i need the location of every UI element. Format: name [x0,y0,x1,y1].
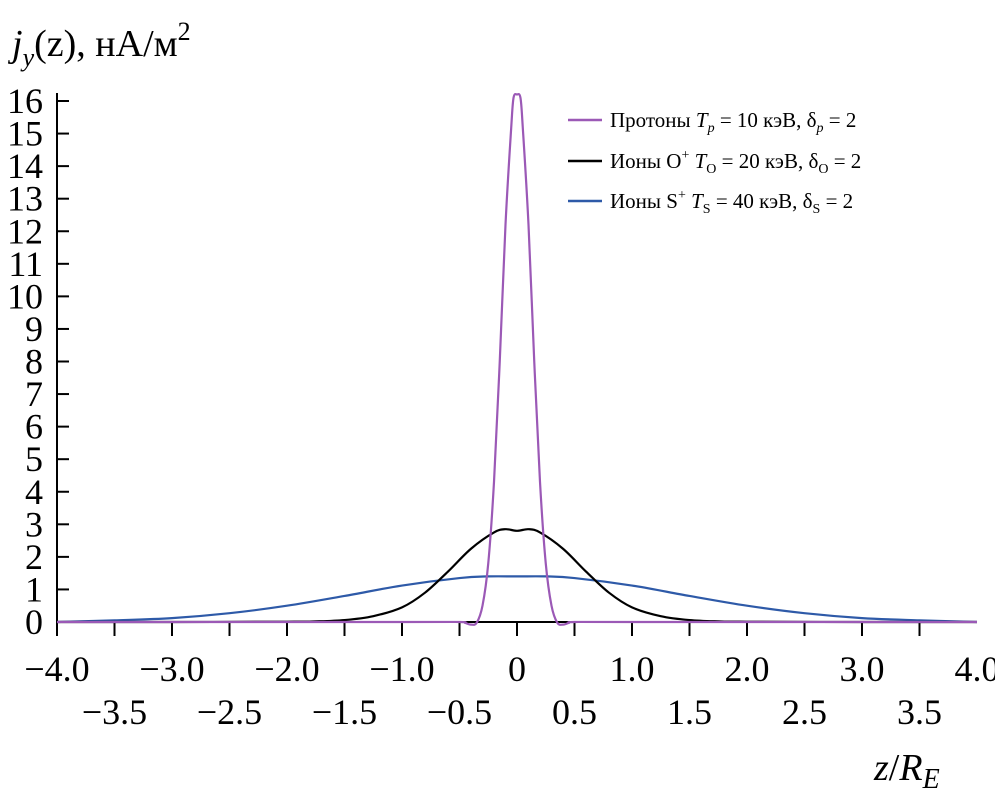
y-tick-label: 10 [7,276,43,316]
y-tick-label: 3 [25,504,43,544]
x-tick-label-minor: −1.5 [312,692,377,732]
x-tick-label-major: 3.0 [840,649,885,689]
series-line-s-ions [56,575,978,624]
x-tick-label-major: −3.0 [139,649,204,689]
y-tick-label: 1 [25,569,43,609]
series-lines [56,92,978,626]
y-tick-label: 6 [25,407,43,447]
x-axis-ticks: −4.0 −3.0 −2.0 −1.0 0 1.0 2.0 3.0 4.0 −3.5 −2.5 −1.… [24,622,995,732]
x-tick-label-major: −1.0 [369,649,434,689]
x-tick-label-minor: −2.5 [197,692,262,732]
x-tick-label-minor: 1.5 [667,692,712,732]
y-tick-label: 8 [25,342,43,382]
y-tick-label: 7 [25,374,43,414]
y-tick-label: 5 [25,439,43,479]
y-tick-label: 11 [8,244,43,284]
x-tick-label-minor: 0.5 [552,692,597,732]
y-tick-label: 15 [7,114,43,154]
x-tick-label-minor: −0.5 [427,692,492,732]
y-tick-label: 0 [25,602,43,642]
legend-label-protons: Протоны Tp = 10 кэВ, δp = 2 [610,108,856,136]
x-tick-label-minor: 2.5 [782,692,827,732]
y-tick-label: 14 [7,146,43,186]
x-tick-label-major: −4.0 [24,649,89,689]
x-axis-title: z/RE [873,747,940,795]
x-tick-label-major: 4.0 [955,649,995,689]
series-line-protons [57,92,977,626]
y-tick-label: 9 [25,309,43,349]
x-tick-label-minor: −3.5 [82,692,147,732]
y-tick-label: 13 [7,179,43,219]
x-tick-label-major: 0 [508,649,526,689]
x-tick-label-major: 2.0 [725,649,770,689]
x-tick-label-major: −2.0 [254,649,319,689]
x-tick-label-major: 1.0 [610,649,655,689]
y-tick-label: 12 [7,211,43,251]
y-tick-label: 4 [25,472,43,512]
y-tick-label: 2 [25,537,43,577]
legend: Протоны Tp = 10 кэВ, δp = 2 Ионы O+ TO =… [568,108,861,217]
legend-label-s-ions: Ионы S+ TS = 40 кэВ, δS = 2 [610,188,853,217]
series-line-o-ions [56,528,978,624]
y-tick-label: 16 [7,81,43,121]
y-axis-title: jy(z), нА/м2 [7,17,191,72]
x-tick-label-minor: 3.5 [897,692,942,732]
legend-label-o-ions: Ионы O+ TO = 20 кэВ, δO = 2 [610,148,861,177]
